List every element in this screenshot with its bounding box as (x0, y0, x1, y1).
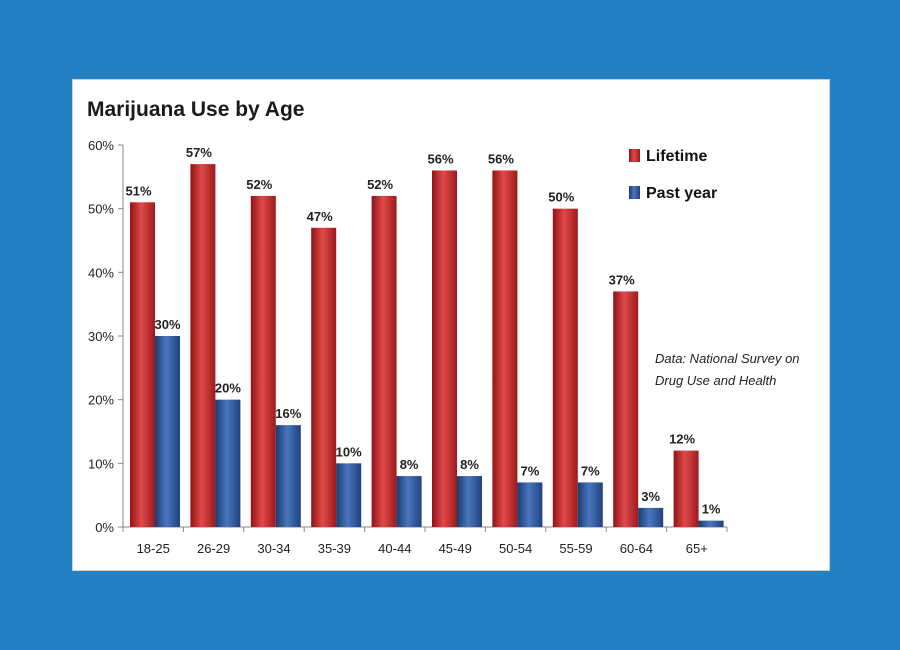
past-year-bar (577, 482, 603, 527)
lifetime-data-label: 12% (669, 432, 695, 447)
x-tick-label: 65+ (686, 541, 708, 556)
past-year-data-label: 7% (521, 463, 540, 478)
y-tick-label: 10% (88, 456, 114, 471)
chart-title: Marijuana Use by Age (87, 98, 305, 121)
lifetime-bar (613, 291, 639, 527)
lifetime-bar (371, 195, 397, 527)
lifetime-data-label: 47% (307, 209, 333, 224)
y-tick-label: 60% (88, 138, 114, 153)
x-tick-label: 45-49 (439, 541, 472, 556)
past-year-bar (155, 336, 180, 527)
lifetime-data-label: 52% (246, 177, 272, 192)
y-tick-label: 0% (95, 520, 114, 535)
past-year-bar (638, 507, 664, 527)
past-year-bar (336, 463, 362, 527)
past-year-bar (517, 482, 543, 527)
past-year-bar (396, 476, 422, 527)
past-year-data-label: 8% (460, 457, 479, 472)
past-year-data-label: 10% (336, 444, 362, 459)
lifetime-bar (250, 195, 276, 527)
lifetime-bar (492, 170, 518, 527)
legend-lifetime-label: Lifetime (646, 148, 707, 165)
past-year-data-label: 3% (641, 489, 660, 504)
lifetime-bar (130, 202, 155, 528)
y-tick-label: 30% (88, 329, 114, 344)
lifetime-data-label: 37% (609, 272, 635, 287)
past-year-data-label: 16% (275, 406, 301, 421)
x-tick-label: 35-39 (318, 541, 351, 556)
x-tick-label: 30-34 (257, 541, 290, 556)
past-year-data-label: 1% (702, 502, 721, 517)
y-tick-label: 20% (88, 393, 114, 408)
past-year-bar (275, 425, 301, 527)
past-year-bar (698, 520, 724, 527)
lifetime-data-label: 56% (427, 151, 453, 166)
y-tick-label: 40% (88, 265, 114, 280)
lifetime-data-label: 51% (125, 183, 151, 198)
lifetime-data-label: 52% (367, 177, 393, 192)
lifetime-bar (190, 164, 216, 527)
source-note: Data: National Survey on Drug Use and He… (655, 348, 835, 392)
legend-past-year-swatch (629, 186, 640, 199)
x-tick-label: 18-25 (137, 541, 170, 556)
x-tick-label: 26-29 (197, 541, 230, 556)
lifetime-data-label: 56% (488, 151, 514, 166)
bar-chart: 0% 10% 20% 30% 40% 50% 60% 18-25 51% 30% 26-29 57% 2… (88, 138, 728, 556)
past-year-bar (457, 476, 482, 527)
past-year-data-label: 7% (581, 463, 600, 478)
lifetime-bar (311, 227, 337, 527)
lifetime-bar (432, 170, 457, 527)
y-tick-label: 50% (88, 202, 114, 217)
past-year-data-label: 20% (215, 381, 241, 396)
lifetime-bar (552, 208, 578, 527)
past-year-bar (215, 399, 241, 527)
source-note-line: Drug Use and Health (655, 373, 777, 388)
legend-past-year-label: Past year (646, 185, 717, 202)
x-tick-label: 50-54 (499, 541, 532, 556)
legend-lifetime-swatch (629, 149, 640, 162)
past-year-data-label: 8% (400, 457, 419, 472)
x-tick-label: 40-44 (378, 541, 411, 556)
x-tick-label: 60-64 (620, 541, 653, 556)
chart-panel: Marijuana Use by Age 0% 10% 20% 30% 40% 50% 60… (72, 79, 830, 571)
lifetime-bar (673, 450, 699, 527)
lifetime-data-label: 57% (186, 145, 212, 160)
source-note-line: Data: National Survey on (655, 351, 800, 366)
x-tick-label: 55-59 (559, 541, 592, 556)
past-year-data-label: 30% (154, 317, 180, 332)
lifetime-data-label: 50% (548, 190, 574, 205)
